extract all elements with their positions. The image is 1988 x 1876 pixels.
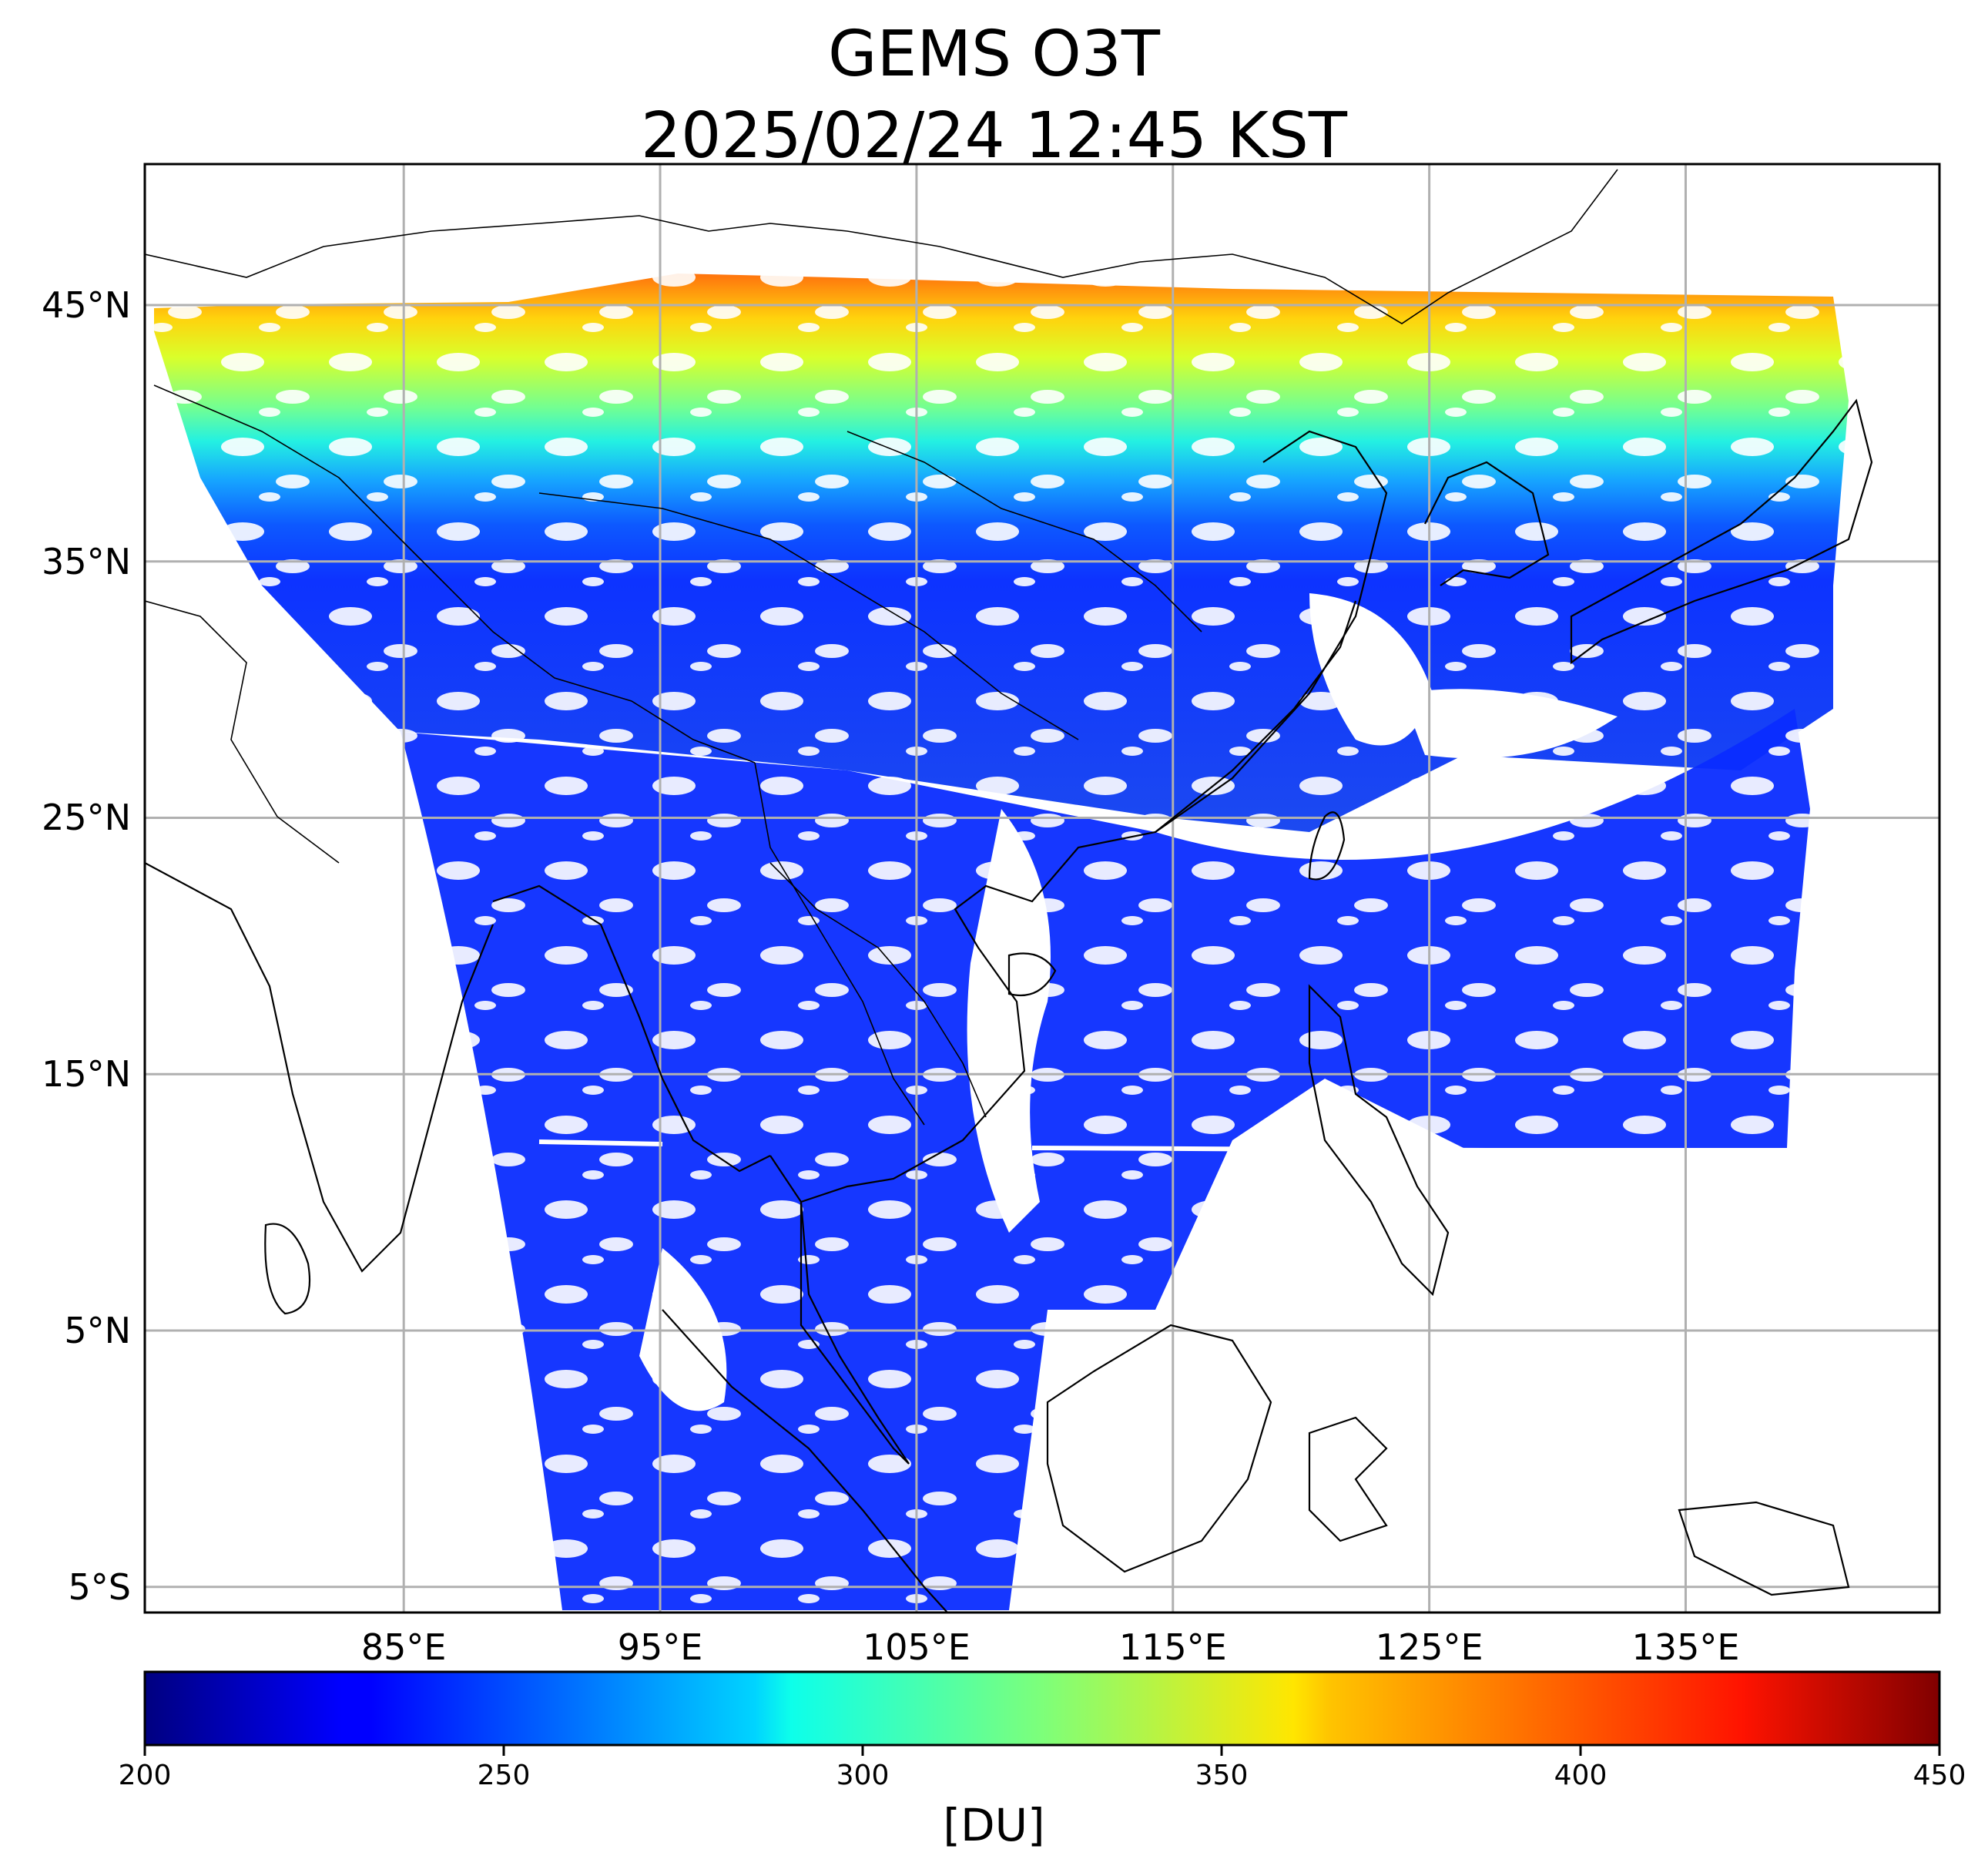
colorbar-tick-label: 300 [836, 1760, 890, 1791]
map-title: GEMS O3T 2025/02/24 12:45 KST [0, 14, 1988, 177]
lon-tick-label: 125°E [1375, 1626, 1483, 1668]
lon-tick-label: 85°E [360, 1626, 447, 1668]
sulawesi-coast [1308, 1416, 1388, 1542]
malay-peninsula-coast [800, 1201, 910, 1465]
china-coast [1155, 430, 1388, 833]
coastlines [145, 398, 1873, 1613]
colorbar [143, 1670, 1941, 1747]
colorbar-tick-label: 200 [118, 1760, 172, 1791]
korea-coast [1424, 461, 1550, 586]
philippines-coast [1308, 984, 1450, 1297]
gridlines [145, 164, 1939, 1613]
lon-tick-label: 105°E [862, 1626, 971, 1668]
title-product: GEMS O3T [827, 18, 1161, 91]
colorbar-tick-label: 250 [477, 1760, 531, 1791]
colorbar-tick-label: 350 [1195, 1760, 1249, 1791]
lat-tick-label: 45°N [42, 284, 131, 326]
sumatra-coast [662, 1309, 948, 1613]
title-datetime: 2025/02/24 12:45 KST [641, 99, 1347, 173]
lon-tick-label: 95°E [617, 1626, 703, 1668]
lat-tick-label: 5°N [64, 1309, 131, 1351]
lon-tick-label: 115°E [1118, 1626, 1227, 1668]
japan-coast [1570, 398, 1873, 665]
hainan-coast [1007, 952, 1057, 997]
bay-of-bengal-coast [492, 884, 771, 1173]
colorbar-tick-label: 400 [1554, 1760, 1607, 1791]
ozone-field [145, 164, 1939, 1613]
lat-tick-label: 15°N [42, 1053, 131, 1096]
taiwan-coast [1308, 811, 1346, 881]
india-coast [145, 862, 494, 1273]
lat-tick-label: 35°N [42, 540, 131, 582]
country-borders [145, 169, 1618, 1126]
colorbar-label: [DU] [943, 1799, 1045, 1851]
map-frame [143, 163, 1941, 1614]
sri-lanka-coast [264, 1223, 311, 1315]
borneo-coast [1046, 1324, 1272, 1573]
colorbar-ticks [143, 1745, 1941, 1756]
lon-tick-label: 135°E [1631, 1626, 1740, 1668]
lat-tick-label: 25°N [42, 797, 131, 839]
lat-tick-label: 5°S [68, 1566, 131, 1608]
indochina-coast [769, 600, 1357, 1203]
colorbar-tick-label: 450 [1913, 1760, 1966, 1791]
new-guinea-coast [1678, 1501, 1850, 1596]
